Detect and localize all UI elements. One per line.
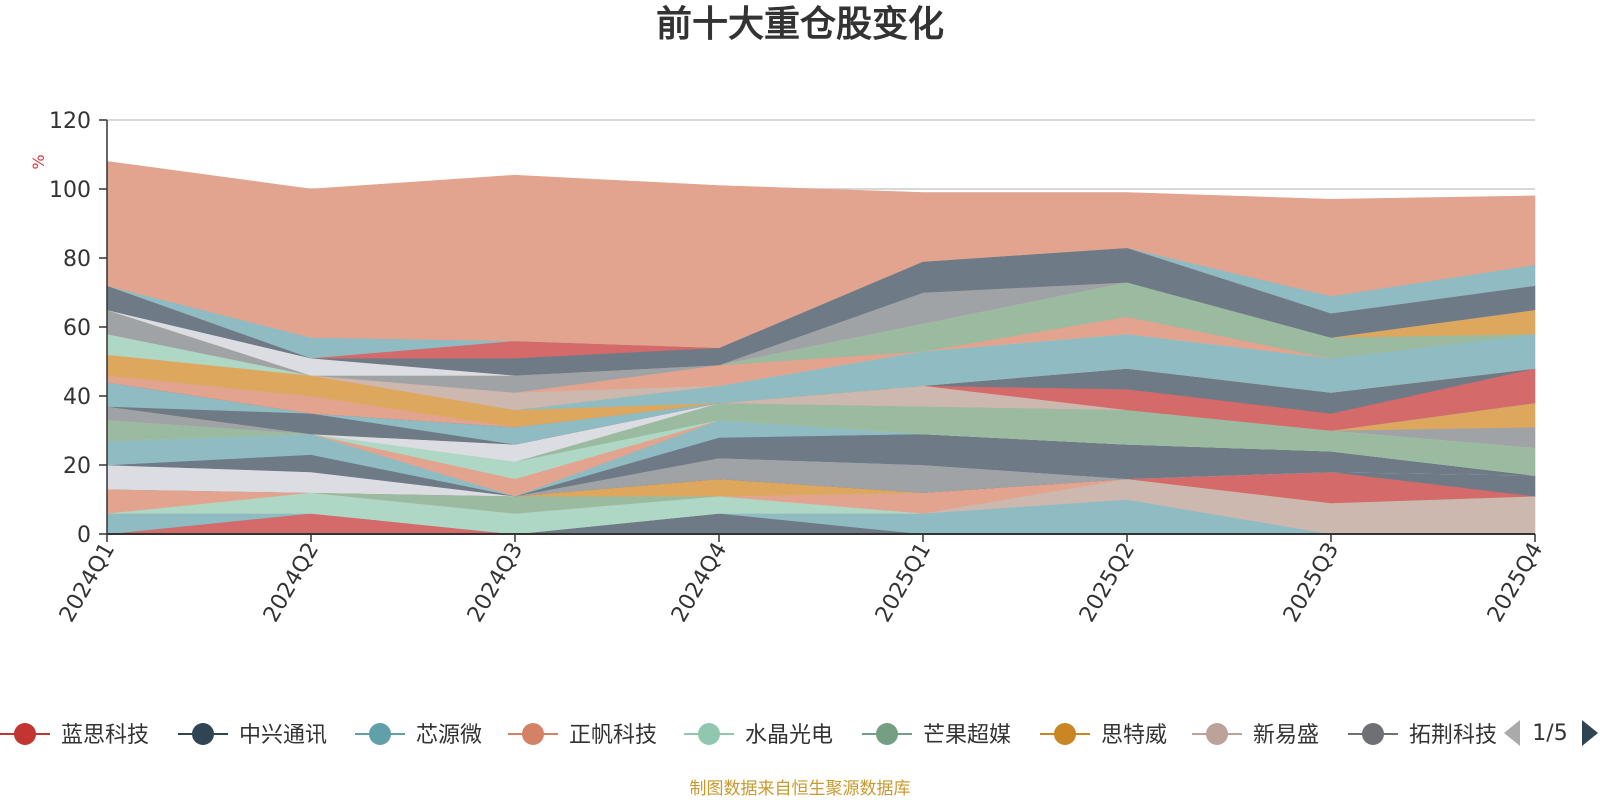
- legend-item-正帆科技[interactable]: 正帆科技: [508, 723, 657, 748]
- y-tick-label-40: 40: [63, 385, 91, 410]
- y-tick-label-120: 120: [49, 109, 91, 134]
- legend-marker-icon: [876, 723, 898, 745]
- legend-prev-page-icon[interactable]: [1504, 720, 1520, 746]
- legend-next-page-icon[interactable]: [1582, 720, 1598, 746]
- legend-label: 正帆科技: [569, 723, 657, 748]
- y-tick-label-0: 0: [77, 523, 91, 548]
- x-tick-label-2024Q4: 2024Q4: [667, 539, 732, 627]
- legend-marker-icon: [369, 723, 391, 745]
- area-正帆科技-40: [106, 161, 1536, 349]
- legend-item-芯源微[interactable]: 芯源微: [355, 723, 482, 748]
- legend-marker-icon: [1054, 723, 1076, 745]
- legend-item-思特威[interactable]: 思特威: [1040, 723, 1167, 748]
- y-tick-label-80: 80: [63, 247, 91, 272]
- legend-item-水晶光电[interactable]: 水晶光电: [684, 723, 833, 748]
- legend-item-拓荆科技[interactable]: 拓荆科技: [1348, 723, 1497, 748]
- legend-item-中兴通讯[interactable]: 中兴通讯: [178, 723, 327, 748]
- x-tick-label-2025Q4: 2025Q4: [1483, 539, 1548, 627]
- legend-marker-icon: [698, 723, 720, 745]
- legend-marker-icon: [522, 723, 544, 745]
- legend-label: 芯源微: [416, 723, 482, 748]
- legend-label: 拓荆科技: [1409, 723, 1497, 748]
- y-tick-label-100: 100: [49, 178, 91, 203]
- legend-marker-icon: [1206, 723, 1228, 745]
- legend-page-indicator: 1/5: [1532, 721, 1567, 746]
- y-tick-label-60: 60: [63, 316, 91, 341]
- x-tick-label-2024Q1: 2024Q1: [55, 539, 120, 627]
- legend-label: 蓝思科技: [61, 723, 149, 748]
- y-axis-unit: %: [29, 154, 48, 169]
- stacked-areas: [106, 161, 1536, 535]
- legend-marker-icon: [14, 723, 36, 745]
- x-tick-label-2025Q1: 2025Q1: [871, 539, 936, 627]
- x-tick-label-2024Q3: 2024Q3: [463, 539, 528, 627]
- legend-label: 新易盛: [1253, 723, 1319, 748]
- chart-title: 前十大重仓股变化: [656, 3, 944, 45]
- legend-item-新易盛[interactable]: 新易盛: [1192, 723, 1319, 748]
- footer-source-note: 制图数据来自恒生聚源数据库: [690, 779, 911, 799]
- legend-item-芒果超媒[interactable]: 芒果超媒: [862, 723, 1011, 748]
- legend-marker-icon: [192, 723, 214, 745]
- y-tick-label-20: 20: [63, 454, 91, 479]
- legend-marker-icon: [1362, 723, 1384, 745]
- legend-item-蓝思科技[interactable]: 蓝思科技: [0, 723, 149, 748]
- legend-label: 中兴通讯: [239, 723, 327, 748]
- legend-label: 思特威: [1101, 723, 1167, 748]
- x-tick-label-2024Q2: 2024Q2: [259, 539, 324, 627]
- legend: 蓝思科技 中兴通讯 芯源微 正帆科技 水晶光电 芒果超媒 思特威 新易盛 拓荆科技: [0, 723, 1497, 748]
- x-tick-label-2025Q2: 2025Q2: [1075, 539, 1140, 627]
- legend-label: 芒果超媒: [923, 723, 1011, 748]
- legend-label: 水晶光电: [745, 723, 833, 748]
- x-tick-label-2025Q3: 2025Q3: [1279, 539, 1344, 627]
